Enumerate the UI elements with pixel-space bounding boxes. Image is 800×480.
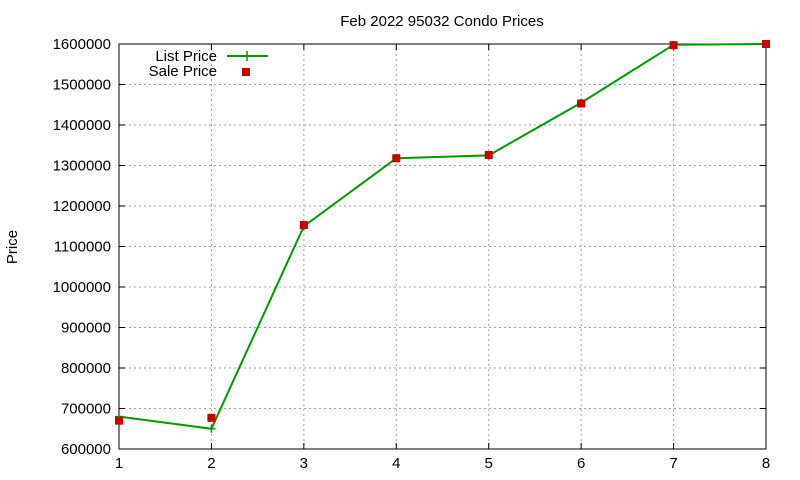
legend-label-sale-price: Sale Price [149,63,217,80]
y-tick-label: 900000 [61,320,111,337]
y-tick-label: 1600000 [53,36,111,53]
legend: List Price Sale Price [149,48,268,80]
y-tick-label: 1000000 [53,279,111,296]
y-tick-label: 700000 [61,401,111,418]
x-tick-label: 5 [485,455,493,472]
x-tick-label: 3 [300,455,308,472]
y-tick-label: 1300000 [53,158,111,175]
x-tick-label: 2 [207,455,215,472]
sale-price-point [669,41,678,50]
x-tick-label: 6 [577,455,585,472]
x-tick-label: 7 [669,455,677,472]
sale-price-point [299,221,308,230]
y-tick-label: 1100000 [54,239,111,256]
sale-price-point [577,99,586,108]
legend-marker-list-price [242,51,252,61]
chart-title: Feb 2022 95032 Condo Prices [340,13,543,30]
sale-price-point [115,416,123,425]
legend-label-list-price: List Price [155,48,217,65]
y-tick-label: 1200000 [53,198,111,215]
y-tick-label: 600000 [61,441,111,458]
y-tick-label: 800000 [61,360,111,377]
axis-layer [118,43,767,450]
y-tick-label: 1400000 [53,117,111,134]
y-axis-label: Price [4,230,21,264]
list-price-point [207,424,216,433]
tick-labels: 1 2 3 4 5 6 7 8 600000 700000 800000 900000 1000000 1… [53,36,771,472]
x-tick-label: 8 [762,455,770,472]
sale-price-point [207,413,216,422]
sale-price-point [762,40,770,48]
y-tick-label: 1500000 [53,77,111,94]
series-layer [115,40,770,433]
legend-marker-sale-price [242,68,250,76]
sale-price-point [484,150,493,159]
sale-price-point [392,154,401,163]
series-line-list-price [118,43,767,430]
x-tick-label: 1 [115,455,123,472]
x-tick-label: 4 [392,455,400,472]
